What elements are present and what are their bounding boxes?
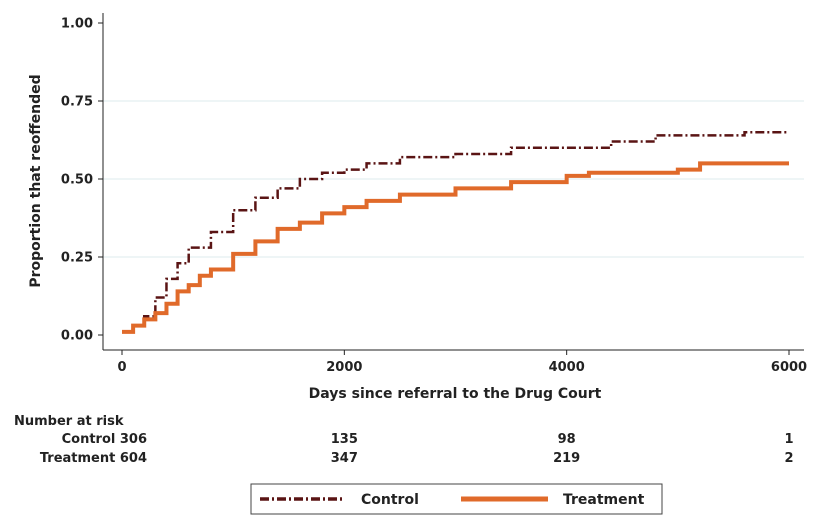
y-tick-label: 1.00 [61, 17, 93, 32]
risk-cell: 135 [331, 432, 358, 447]
legend: Control Treatment [250, 483, 663, 515]
x-tick-label: 2000 [326, 360, 362, 375]
axes [102, 13, 804, 351]
risk-table-title: Number at risk [14, 414, 124, 429]
legend-label-control: Control [361, 492, 419, 508]
series-line-treatment [122, 161, 789, 334]
risk-row-label: Control 306 [62, 432, 147, 447]
gridlines [103, 100, 804, 258]
risk-cell: 219 [553, 451, 580, 466]
legend-label-treatment: Treatment [563, 492, 645, 508]
tick-labels: 0.00 0.25 0.50 0.75 1.00 0 2000 4000 6000 [61, 17, 807, 376]
risk-cell: 347 [331, 451, 358, 466]
series-lines [122, 130, 789, 334]
series-line-control [122, 130, 789, 334]
risk-cell: 1 [784, 432, 793, 447]
x-axis-title: Days since referral to the Drug Court [309, 386, 602, 402]
y-axis-title: Proportion that reoffended [28, 74, 44, 287]
risk-table: Number at risk Control 306 135 98 1 Treatment… [14, 414, 794, 466]
y-tick-label: 0.75 [61, 95, 93, 110]
risk-cell: 2 [784, 451, 793, 466]
risk-cell: 98 [558, 432, 576, 447]
y-tick-label: 0.25 [61, 251, 93, 266]
y-tick-label: 0.00 [61, 329, 93, 344]
y-tick-label: 0.50 [61, 173, 93, 188]
x-tick-label: 0 [117, 360, 126, 375]
x-tick-label: 6000 [771, 360, 807, 375]
risk-row-label: Treatment 604 [40, 451, 147, 466]
x-tick-label: 4000 [549, 360, 585, 375]
